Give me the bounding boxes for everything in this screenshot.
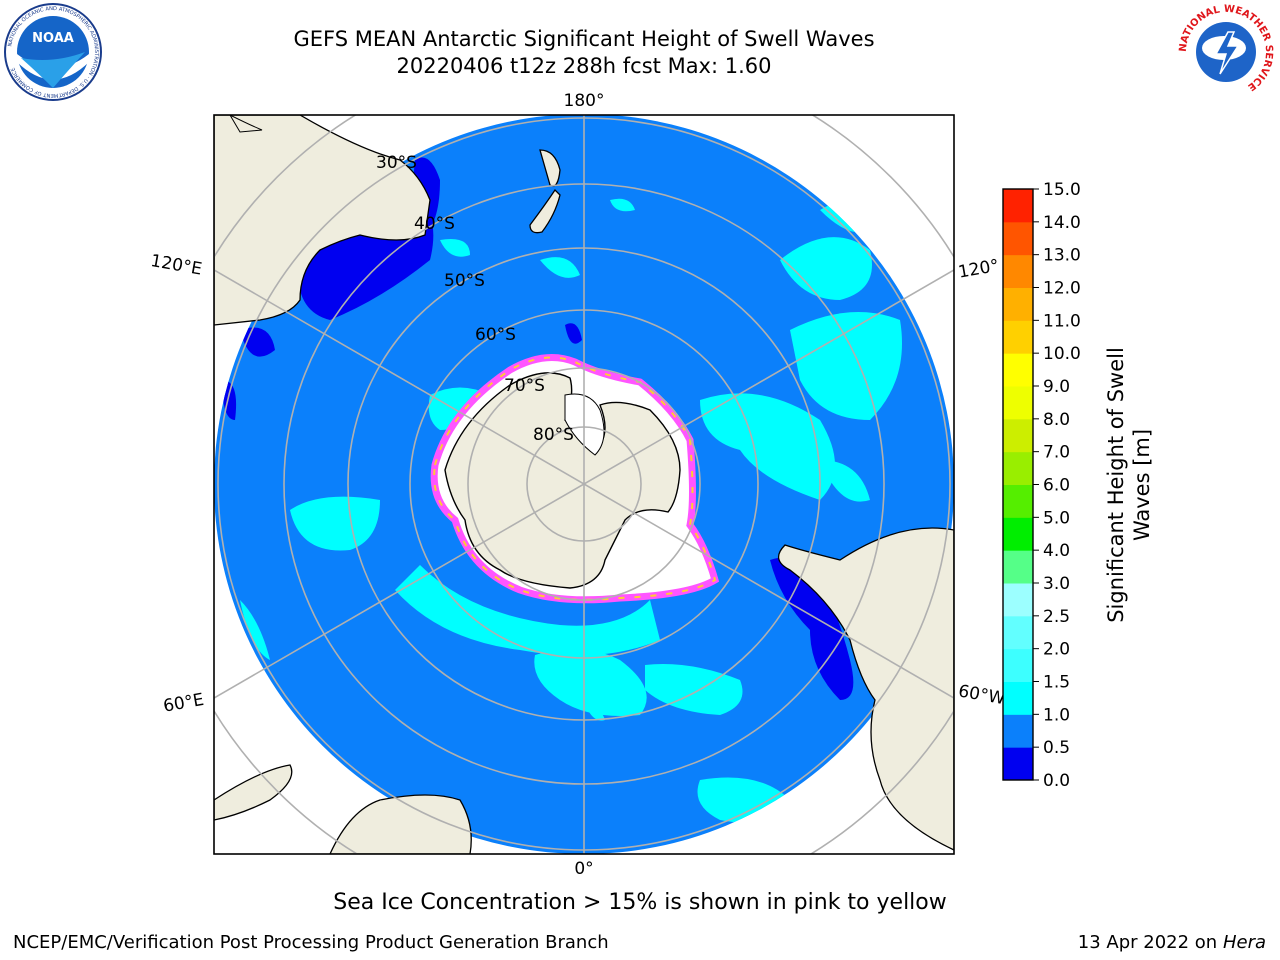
swell-patches-cyan xyxy=(240,198,902,823)
colorbar-tick-label: 14.0 xyxy=(1043,213,1081,233)
lat-label-80: 80°S xyxy=(533,425,574,445)
colorbar-tick-label: 2.5 xyxy=(1043,607,1070,627)
colorbar-swatch xyxy=(1003,517,1033,551)
colorbar-tick-label: 10.0 xyxy=(1043,344,1081,364)
sea-ice-note: Sea Ice Concentration > 15% is shown in … xyxy=(333,890,947,915)
colorbar-tick-label: 0.5 xyxy=(1043,738,1070,758)
colorbar-swatch xyxy=(1003,550,1033,584)
colorbar-tick-label: 6.0 xyxy=(1043,476,1070,496)
colorbar-swatch xyxy=(1003,747,1033,781)
graticule xyxy=(214,115,954,854)
colorbar-swatch xyxy=(1003,353,1033,387)
colorbar-tick-label: 1.5 xyxy=(1043,673,1070,693)
colorbar-tick-label: 15.0 xyxy=(1043,180,1081,200)
colorbar-swatch xyxy=(1003,583,1033,617)
meridian-label-120w: 120° xyxy=(957,256,1001,283)
colorbar: 0.0 0.5 1.0 1.5 2.0 2.5 3.0 4.0 5.0 6.0 7.0 8.0 9.0 1… xyxy=(1002,180,1081,791)
colorbar-swatch xyxy=(1003,648,1033,682)
meridian-label-120e: 120°E xyxy=(149,251,203,280)
meridian-label-60w: 60°W xyxy=(957,681,1007,709)
colorbar-swatch xyxy=(1003,681,1033,715)
chart-subtitle: 20220406 t12z 288h fcst Max: 1.60 xyxy=(396,54,772,78)
lat-label-30: 30°S xyxy=(376,153,417,173)
chart-title: GEFS MEAN Antarctic Significant Height o… xyxy=(293,27,875,51)
colorbar-tick-label: 0.0 xyxy=(1043,771,1070,791)
colorbar-swatch xyxy=(1003,254,1033,288)
colorbar-tick-label: 9.0 xyxy=(1043,377,1070,397)
colorbar-tick-label: 12.0 xyxy=(1043,279,1081,299)
colorbar-swatch xyxy=(1003,484,1033,518)
map-panel: 30°S 40°S 50°S 60°S 70°S 80°S xyxy=(214,115,954,854)
colorbar-label-line1: Significant Height of Swell xyxy=(1104,347,1128,623)
colorbar-tick-label: 13.0 xyxy=(1043,246,1081,266)
meridian-label-60e: 60°E xyxy=(162,690,206,717)
colorbar-tick-label: 7.0 xyxy=(1043,443,1070,463)
colorbar-tick-label: 1.0 xyxy=(1043,705,1070,725)
lat-label-50: 50°S xyxy=(444,271,485,291)
noaa-wordmark: NOAA xyxy=(32,31,74,46)
lat-label-40: 40°S xyxy=(414,214,455,234)
colorbar-swatch xyxy=(1003,451,1033,485)
colorbar-tick-label: 11.0 xyxy=(1043,311,1081,331)
colorbar-swatch xyxy=(1003,320,1033,354)
date-text: 13 Apr 2022 on Hera xyxy=(1078,932,1266,953)
lat-label-60: 60°S xyxy=(475,325,516,345)
colorbar-tick-label: 4.0 xyxy=(1043,541,1070,561)
credit-text: NCEP/EMC/Verification Post Processing Pr… xyxy=(13,932,609,953)
madagascar-land xyxy=(214,764,293,821)
colorbar-tick-label: 2.0 xyxy=(1043,640,1070,660)
colorbar-swatch xyxy=(1003,287,1033,321)
machine-name: Hera xyxy=(1222,932,1266,953)
lat-label-70: 70°S xyxy=(504,376,545,396)
colorbar-swatch xyxy=(1003,418,1033,453)
colorbar-swatch xyxy=(1003,189,1033,223)
meridian-label-0: 0° xyxy=(574,859,593,879)
colorbar-swatch xyxy=(1003,221,1033,256)
nws-logo: NATIONAL WEATHER SERVICE xyxy=(1178,4,1274,100)
date-value: 13 Apr 2022 on xyxy=(1077,932,1223,953)
africa-land xyxy=(329,794,472,854)
colorbar-tick-label: 3.0 xyxy=(1043,574,1070,594)
antarctica-land xyxy=(444,372,681,589)
colorbar-label-line2: Waves [m] xyxy=(1130,429,1154,541)
colorbar-swatch xyxy=(1003,386,1033,420)
colorbar-swatch xyxy=(1003,714,1033,748)
colorbar-tick-label: 8.0 xyxy=(1043,410,1070,430)
colorbar-tick-label: 5.0 xyxy=(1043,508,1070,528)
colorbar-swatch xyxy=(1003,615,1033,650)
noaa-logo: NATIONAL OCEANIC AND ATMOSPHERIC ADMINIS… xyxy=(4,3,102,101)
australia-land xyxy=(214,115,431,326)
sea-ice-yellow xyxy=(433,356,717,601)
meridian-label-180: 180° xyxy=(564,91,605,111)
map-frame xyxy=(213,114,955,855)
